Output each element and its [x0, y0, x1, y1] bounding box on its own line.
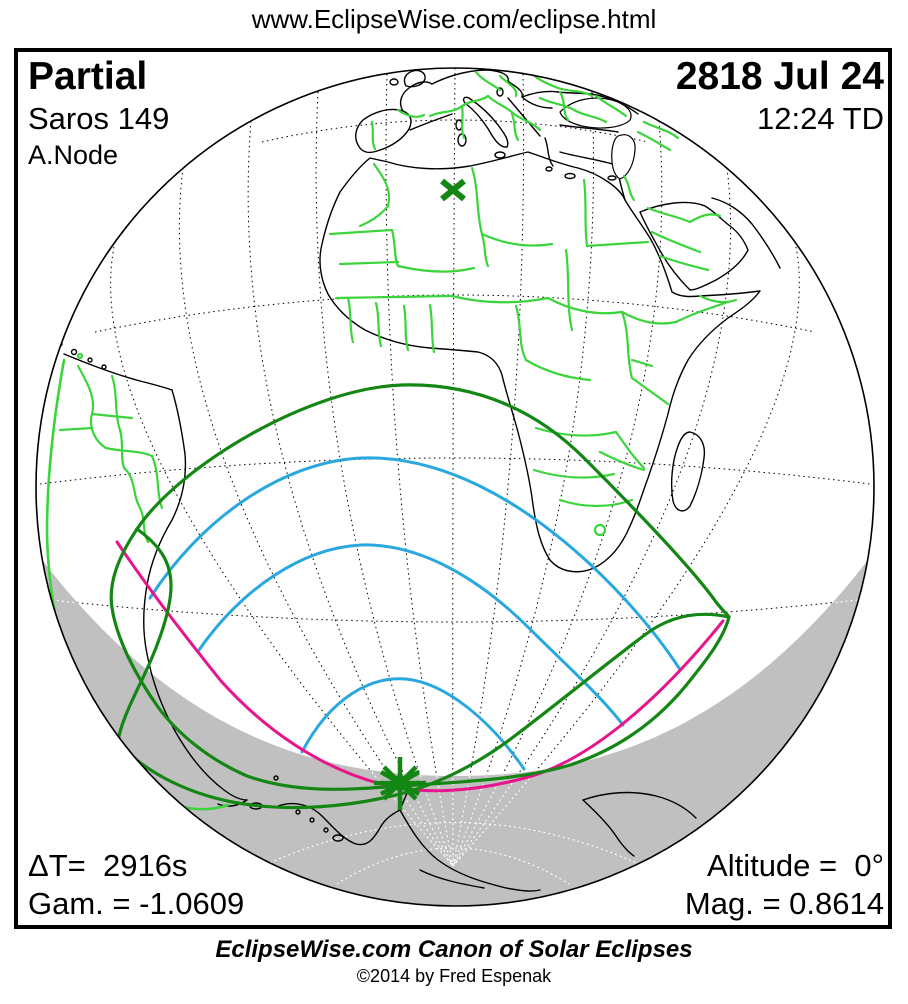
canon-title: EclipseWise.com Canon of Solar Eclipses: [215, 936, 693, 963]
gamma-value: Gam. = -1.0609: [28, 886, 245, 921]
altitude-value: Altitude = 0°: [707, 848, 884, 883]
max-eclipse-curve-inner: [300, 677, 526, 771]
delta-t-value: ΔT= 2916s: [28, 848, 188, 883]
night-shading: [42, 560, 868, 906]
penumbral-limit-south: [109, 527, 731, 791]
coastlines: [57, 69, 781, 892]
node-label: A.Node: [28, 140, 119, 170]
eclipse-date-label: 2818 Jul 24: [675, 55, 884, 98]
sub-solar-x-marker: [440, 178, 466, 202]
magnitude-value: Mag. = 0.8614: [684, 886, 884, 921]
max-eclipse-curve-middle: [197, 543, 625, 727]
max-eclipse-curve-outer: [148, 456, 681, 670]
rise-set-curve: [116, 527, 731, 810]
greatest-eclipse-marker: [374, 757, 426, 810]
eclipse-time-label: 12:24 TD: [757, 101, 884, 136]
saros-label: Saros 149: [28, 101, 170, 136]
copyright: ©2014 by Fred Espenak: [356, 966, 552, 986]
eclipse-type-label: Partial: [28, 55, 148, 98]
globe-limb: [35, 67, 875, 907]
globe-disk: [36, 68, 874, 906]
penumbral-limit-north: [135, 383, 731, 619]
page-url: www.EclipseWise.com/eclipse.html: [251, 4, 657, 34]
